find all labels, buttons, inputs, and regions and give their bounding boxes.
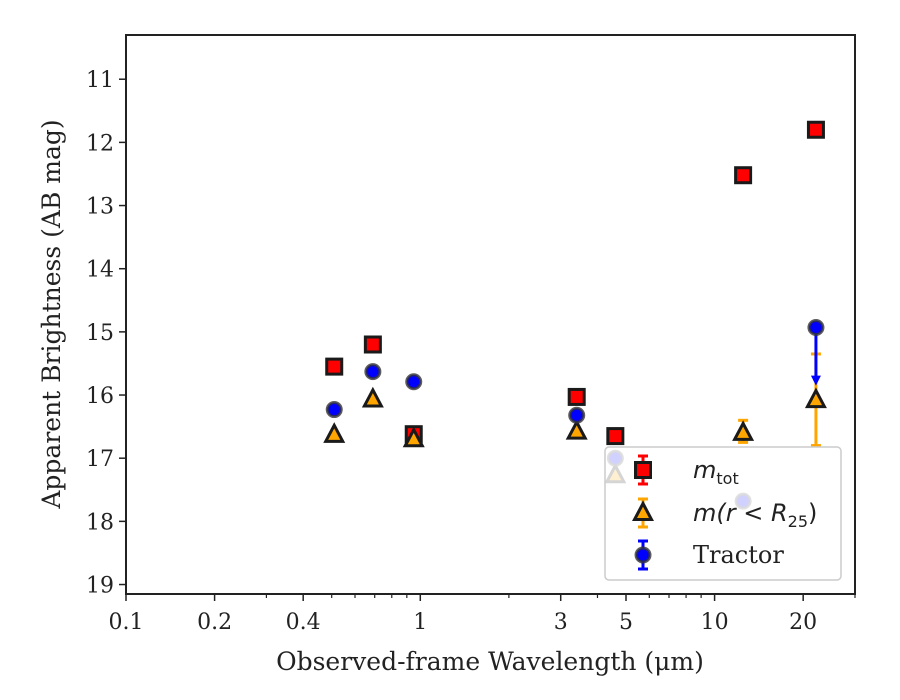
- x-axis-title: Observed-frame Wavelength (μm): [276, 647, 704, 676]
- x-tick-label: 5: [619, 610, 633, 635]
- x-tick-label: 0.4: [286, 610, 321, 635]
- y-tick-label: 18: [86, 510, 114, 535]
- y-tick-label: 19: [86, 574, 114, 599]
- legend-entry: mtot: [634, 454, 739, 488]
- legend-entry: Tractor: [634, 539, 784, 571]
- legend-marker: [634, 546, 652, 564]
- y-tick-label: 13: [86, 195, 114, 220]
- y-tick-label: 17: [86, 447, 114, 472]
- legend-marker: [634, 461, 652, 479]
- legend-label: mtot: [693, 456, 739, 488]
- legend-entries: mtot m(r < R25) Tractor: [632, 454, 817, 571]
- data-point: [364, 363, 382, 381]
- data-marks: [323, 120, 827, 510]
- legend-box: [604, 446, 842, 581]
- legend-label: Tractor: [693, 541, 784, 569]
- data-point: [567, 387, 586, 406]
- x-tick-label: 20: [789, 610, 817, 635]
- data-point: [325, 401, 343, 419]
- y-axis-title: Apparent Brightness (AB mag): [37, 119, 66, 509]
- data-point: [402, 426, 425, 448]
- data-point: [361, 386, 384, 408]
- x-tick-label: 3: [554, 610, 568, 635]
- x-axis: 0.1 0.2 0.4 1 3 5 10 20: [109, 594, 856, 635]
- plot-frame: [125, 34, 856, 595]
- data-point: [804, 387, 827, 409]
- series-square: [325, 120, 825, 446]
- y-tick-label: 15: [86, 321, 114, 346]
- x-tick-label: 0.2: [197, 610, 232, 635]
- x-tick-label: 10: [701, 610, 729, 635]
- data-point: [732, 420, 755, 441]
- data-point: [734, 166, 753, 185]
- data-point: [363, 335, 382, 354]
- y-tick-label: 11: [86, 68, 114, 93]
- x-tick-label: 1: [413, 610, 427, 635]
- data-point: [325, 357, 344, 376]
- legend-entry: m(r < R25): [632, 497, 817, 531]
- data-point: [606, 427, 625, 446]
- y-axis: 11 12 13 14 15 16 17 18 19: [86, 68, 126, 599]
- y-tick-label: 16: [86, 384, 114, 409]
- data-point: [807, 318, 825, 336]
- legend: mtot m(r < R25) Tractor: [604, 446, 842, 581]
- y-tick-label: 14: [86, 258, 114, 283]
- x-tick-label: 0.1: [109, 610, 144, 635]
- data-point: [806, 120, 825, 139]
- upper-limit-arrow: [810, 375, 821, 386]
- legend-label: m(r < R25): [693, 499, 817, 531]
- data-point: [565, 418, 588, 440]
- data-point: [323, 422, 346, 443]
- y-tick-label: 12: [86, 131, 114, 156]
- data-point: [568, 406, 586, 424]
- data-point: [405, 373, 423, 391]
- legend-marker: [632, 500, 654, 521]
